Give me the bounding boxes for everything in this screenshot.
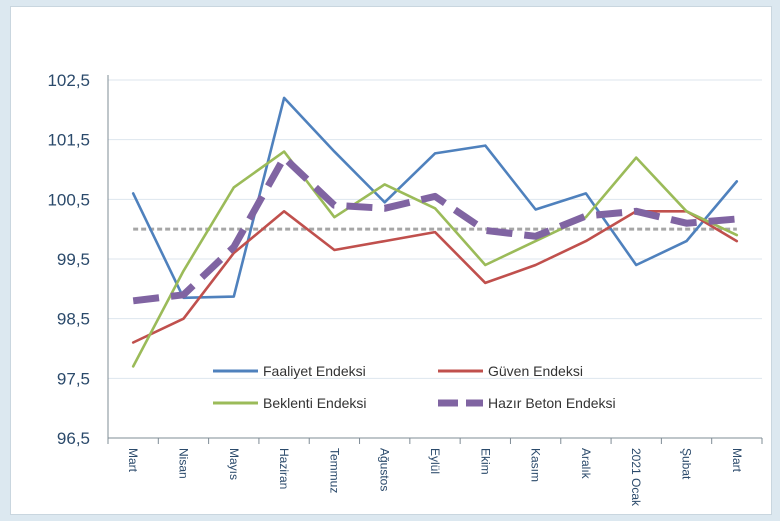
x-tick-label: Aralık [579,448,593,480]
x-tick-label: Ekim [478,448,492,475]
y-tick-label: 101,5 [47,131,90,150]
y-tick-label: 97,5 [57,369,90,388]
series-line-guven-endeksi [131,210,739,344]
legend-label-faaliyet-endeksi: Faaliyet Endeksi [263,363,366,379]
series-line-faaliyet-endeksi [131,96,739,300]
legend-label-hazir-beton-endeksi: Hazır Beton Endeksi [488,395,616,411]
x-tick-label: Nisan [176,448,190,479]
x-tick-label: Kasım [529,448,543,482]
legend-label-guven-endeksi: Güven Endeksi [488,363,583,379]
legend-label-beklenti-endeksi: Beklenti Endeksi [263,395,367,411]
y-tick-label: 102,5 [47,71,90,90]
y-tick-label: 100,5 [47,190,90,209]
x-tick-label: Temmuz [327,448,341,493]
series-line-hazir-beton-endeksi [132,154,738,305]
series-line-beklenti-endeksi [131,150,739,368]
x-tick-label: Ağustos [378,448,392,491]
y-tick-label: 98,5 [57,310,90,329]
x-tick-labels: Mart Nisan Mayıs Haziran Temmuz Ağustos Eylül E… [126,448,744,507]
y-tick-label: 99,5 [57,250,90,269]
x-tick-marks [107,438,763,444]
x-tick-label: Şubat [680,448,694,480]
x-tick-label: Mart [730,448,744,473]
legend: Faaliyet Endeksi Güven Endeksi Beklenti En… [213,363,616,411]
x-tick-label: Mayıs [227,448,241,480]
x-tick-label: Eylül [428,448,442,474]
y-tick-labels: 96,5 97,5 98,5 99,5 100,5 101,5 102,5 [47,71,90,448]
x-tick-label: 2021 Ocak [629,448,643,507]
x-tick-label: Haziran [277,448,291,489]
y-tick-label: 96,5 [57,429,90,448]
x-tick-label: Mart [126,448,140,473]
series-lines [131,96,739,368]
